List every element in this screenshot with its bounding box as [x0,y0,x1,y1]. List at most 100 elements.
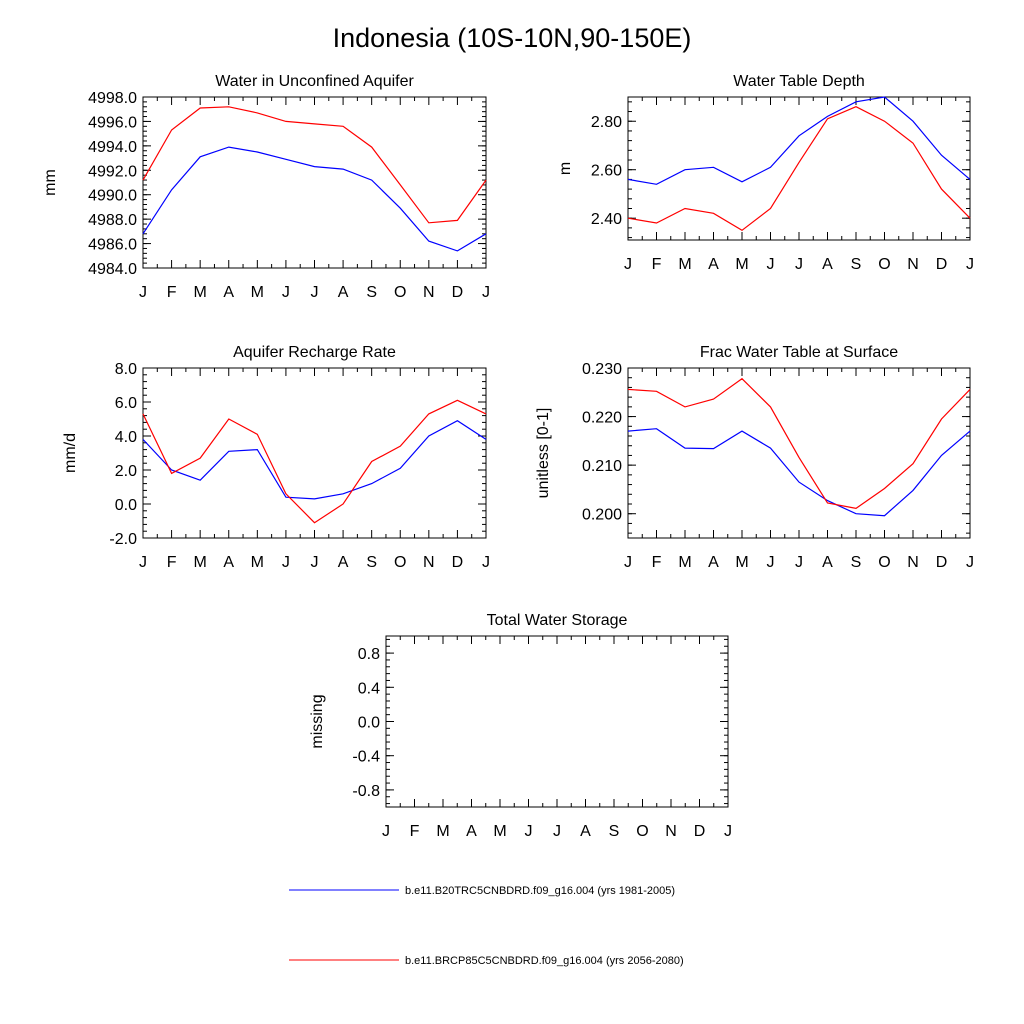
x-tick-label: J [624,256,632,273]
x-tick-label: N [423,554,435,571]
x-tick-label: J [553,823,561,840]
x-tick-label: M [735,554,748,571]
y-tick-label: 4996.0 [88,114,137,131]
x-tick-label: J [139,554,147,571]
legend-label: b.e11.B20TRC5CNBDRD.f09_g16.004 (yrs 198… [405,885,675,897]
panel-title: Water in Unconfined Aquifer [215,73,414,90]
y-tick-label: 4986.0 [88,237,137,254]
series-line-2 [142,399,487,524]
y-tick-label: 0.0 [358,715,380,732]
x-tick-label: F [167,554,177,571]
y-tick-label: 8.0 [115,361,137,378]
x-tick-label: J [767,554,775,571]
y-tick-label: 4998.0 [88,90,137,107]
x-tick-label: A [708,256,719,273]
x-tick-label: N [907,256,919,273]
y-tick-label: 4994.0 [88,139,137,156]
x-tick-label: O [394,284,406,301]
x-tick-label: J [282,284,290,301]
x-tick-label: S [609,823,620,840]
y-tick-label: 4990.0 [88,188,137,205]
x-tick-label: D [936,554,948,571]
plot-frame [627,367,971,539]
x-tick-label: J [795,256,803,273]
x-tick-label: N [907,554,919,571]
x-tick-label: F [652,256,662,273]
y-tick-label: 0.8 [358,646,380,663]
x-tick-label: A [223,554,234,571]
y-tick-label: -0.4 [352,749,380,766]
y-tick-label: 4984.0 [88,261,137,278]
chart-panel-4: Frac Water Table at Surface unitless [0-1… [535,344,974,571]
x-tick-label: O [394,554,406,571]
x-tick-label: J [311,284,319,301]
x-tick-label: J [624,554,632,571]
x-tick-label: A [822,554,833,571]
x-tick-label: A [223,284,234,301]
panel-title: Total Water Storage [487,612,628,629]
x-tick-label: A [708,554,719,571]
panel-title: Frac Water Table at Surface [700,344,898,361]
y-tick-label: 0.210 [582,458,622,475]
x-tick-label: J [282,554,290,571]
x-tick-label: S [366,554,377,571]
legend-item-2: b.e11.BRCP85C5CNBDRD.f09_g16.004 (yrs 20… [289,955,684,967]
x-tick-label: J [482,554,490,571]
series-line-2 [142,106,487,224]
panel-title: Water Table Depth [733,73,865,90]
x-tick-label: J [724,823,732,840]
y-axis-label: unitless [0-1] [535,408,552,499]
x-tick-label: A [338,284,349,301]
x-tick-label: S [366,284,377,301]
x-tick-label: J [311,554,319,571]
x-tick-label: O [636,823,648,840]
y-tick-label: -0.8 [352,783,380,800]
x-tick-label: J [139,284,147,301]
x-tick-label: M [251,284,264,301]
y-tick-label: 0.200 [582,507,622,524]
y-tick-label: 6.0 [115,395,137,412]
x-tick-label: J [525,823,533,840]
x-tick-label: M [194,284,207,301]
series-line-2 [627,377,971,510]
x-tick-label: S [851,554,862,571]
x-tick-label: N [423,284,435,301]
y-tick-label: 0.230 [582,361,622,378]
x-tick-label: J [966,554,974,571]
x-tick-label: M [251,554,264,571]
series-line-1 [627,96,971,185]
series-line-1 [142,420,487,500]
x-tick-label: O [878,256,890,273]
x-tick-label: J [795,554,803,571]
plot-frame [142,96,487,269]
x-tick-label: S [851,256,862,273]
y-tick-label: -2.0 [109,531,137,548]
y-tick-label: 0.220 [582,410,622,427]
x-tick-label: F [167,284,177,301]
x-tick-label: M [735,256,748,273]
x-tick-label: N [665,823,677,840]
y-tick-label: 2.80 [591,114,622,131]
series-line-1 [142,146,487,252]
x-tick-label: D [936,256,948,273]
y-axis-label: m [557,162,574,175]
plot-frame [627,96,971,241]
series-line-1 [627,428,971,517]
x-tick-label: M [678,256,691,273]
x-tick-label: D [452,284,464,301]
x-tick-label: M [678,554,691,571]
y-tick-label: 0.0 [115,497,137,514]
x-tick-label: J [966,256,974,273]
x-tick-label: J [482,284,490,301]
y-axis-label: mm/d [62,433,79,473]
y-tick-label: 4992.0 [88,163,137,180]
x-tick-label: M [194,554,207,571]
x-tick-label: F [410,823,420,840]
y-tick-label: 2.60 [591,163,622,180]
x-tick-label: A [580,823,591,840]
y-tick-label: 2.0 [115,463,137,480]
x-tick-label: A [822,256,833,273]
